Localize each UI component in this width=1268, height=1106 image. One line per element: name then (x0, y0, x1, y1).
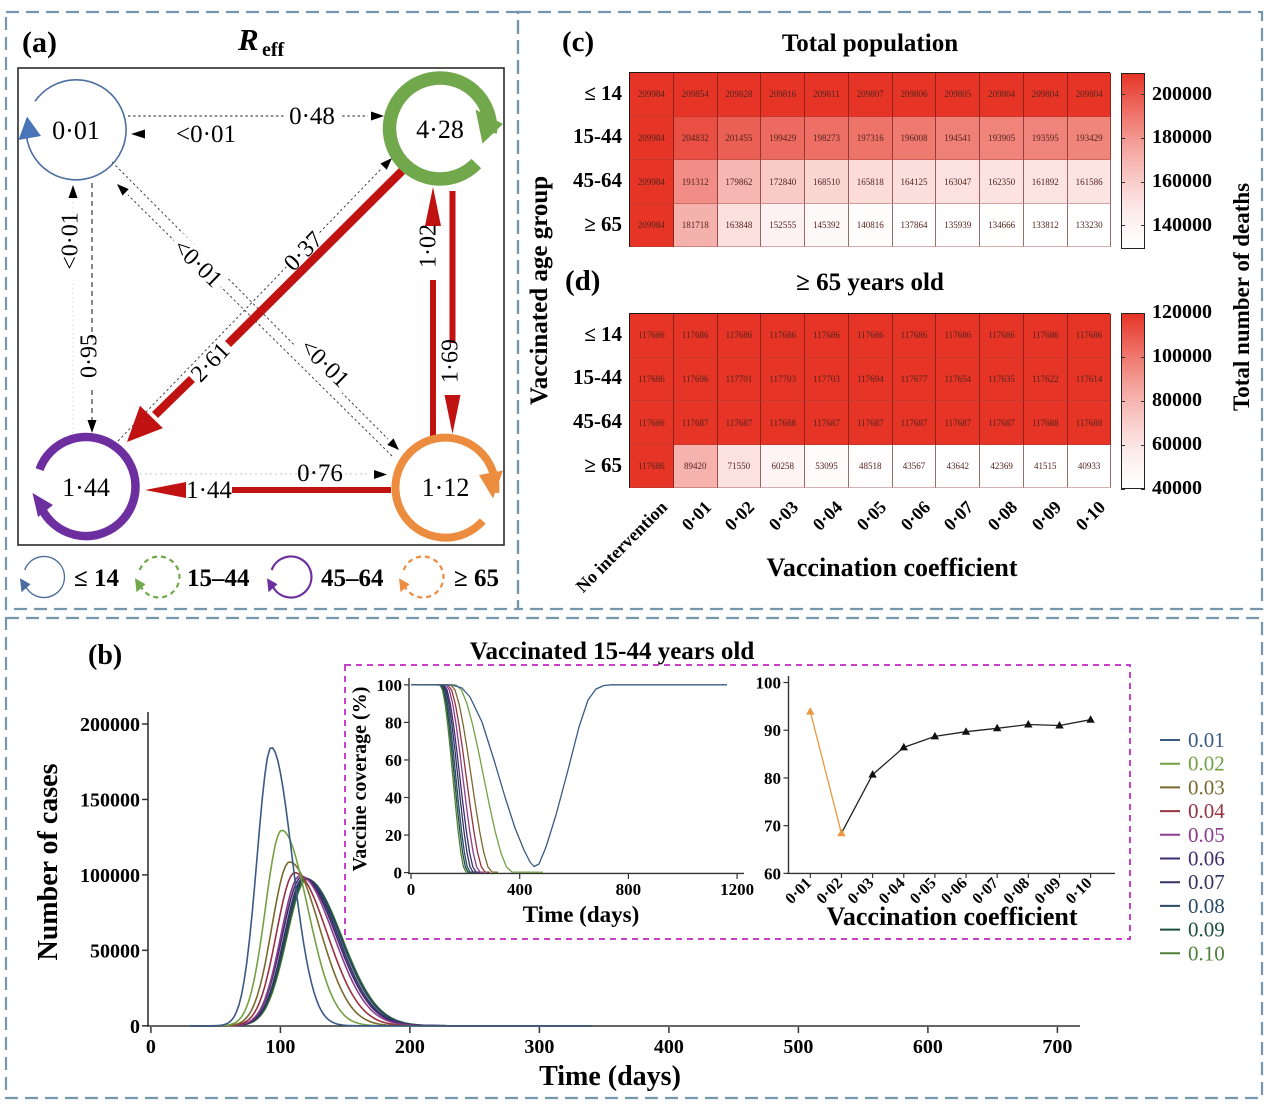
svg-text:0.05: 0.05 (1188, 823, 1225, 847)
svg-text:(b): (b) (88, 640, 122, 671)
svg-text:90: 90 (764, 721, 781, 740)
svg-text:600: 600 (913, 1036, 943, 1058)
svg-text:50000: 50000 (90, 940, 140, 962)
svg-text:40: 40 (385, 789, 402, 808)
svg-text:Number of cases: Number of cases (33, 763, 64, 960)
svg-text:15–44: 15–44 (187, 565, 250, 592)
svg-text:(a): (a) (22, 26, 57, 59)
svg-text:1·12: 1·12 (422, 473, 470, 502)
svg-text:80: 80 (764, 769, 781, 788)
svg-text:0.06: 0.06 (1188, 847, 1225, 871)
svg-text:0.04: 0.04 (1188, 799, 1225, 823)
svg-text:0·48: 0·48 (289, 103, 335, 130)
svg-text:<0·01: <0·01 (176, 121, 236, 148)
svg-text:0·01: 0·01 (52, 116, 100, 145)
svg-text:70: 70 (764, 817, 781, 836)
svg-text:4·28: 4·28 (416, 115, 464, 144)
svg-text:Vaccine coverage (%): Vaccine coverage (%) (349, 687, 371, 872)
svg-text:0: 0 (407, 880, 416, 899)
svg-text:0.08: 0.08 (1188, 894, 1225, 918)
svg-text:1200: 1200 (720, 880, 754, 899)
svg-text:100000: 100000 (80, 865, 140, 887)
svg-text:0·95: 0·95 (77, 334, 103, 378)
svg-text:Vaccinated 15-44 years old: Vaccinated 15-44 years old (470, 638, 755, 665)
svg-text:Time (days): Time (days) (539, 1061, 681, 1092)
svg-text:1·44: 1·44 (62, 473, 110, 502)
svg-text:1·69: 1·69 (438, 339, 464, 383)
svg-text:0.09: 0.09 (1188, 918, 1225, 942)
svg-text:Vaccination coefficient: Vaccination coefficient (826, 902, 1077, 931)
svg-text:200: 200 (395, 1036, 425, 1058)
svg-text:≤ 14: ≤ 14 (74, 565, 119, 592)
svg-text:150000: 150000 (80, 789, 140, 811)
svg-text:100: 100 (265, 1036, 295, 1058)
svg-text:0: 0 (130, 1016, 140, 1038)
svg-text:0.02: 0.02 (1188, 752, 1225, 776)
svg-text:100: 100 (756, 674, 782, 693)
svg-text:2·61: 2·61 (186, 338, 235, 388)
svg-text:0.01: 0.01 (1188, 728, 1225, 752)
svg-text:45–64: 45–64 (321, 565, 384, 592)
svg-text:≥ 65: ≥ 65 (454, 565, 499, 592)
svg-text:0·37: 0·37 (279, 227, 328, 277)
svg-text:60: 60 (385, 751, 402, 770)
svg-text:20: 20 (385, 826, 402, 845)
svg-text:700: 700 (1042, 1036, 1072, 1058)
svg-text:0.10: 0.10 (1188, 941, 1225, 965)
svg-text:60: 60 (764, 864, 781, 883)
svg-text:0: 0 (146, 1036, 156, 1058)
svg-text:eff: eff (262, 39, 285, 61)
svg-text:R: R (237, 22, 259, 57)
svg-text:0.07: 0.07 (1188, 870, 1225, 894)
svg-text:400: 400 (507, 880, 533, 899)
svg-text:1·02: 1·02 (416, 224, 442, 268)
svg-text:200000: 200000 (80, 714, 140, 736)
svg-text:<0·01: <0·01 (58, 212, 84, 270)
svg-text:80: 80 (385, 713, 402, 732)
svg-text:100: 100 (377, 676, 403, 695)
svg-text:0·76: 0·76 (297, 460, 343, 487)
svg-text:500: 500 (783, 1036, 813, 1058)
svg-text:Time (days): Time (days) (523, 902, 640, 927)
svg-text:0: 0 (394, 864, 403, 883)
svg-text:300: 300 (524, 1036, 554, 1058)
svg-text:800: 800 (616, 880, 642, 899)
svg-text:400: 400 (654, 1036, 684, 1058)
svg-text:0.03: 0.03 (1188, 775, 1225, 799)
svg-text:1·44: 1·44 (186, 477, 232, 504)
